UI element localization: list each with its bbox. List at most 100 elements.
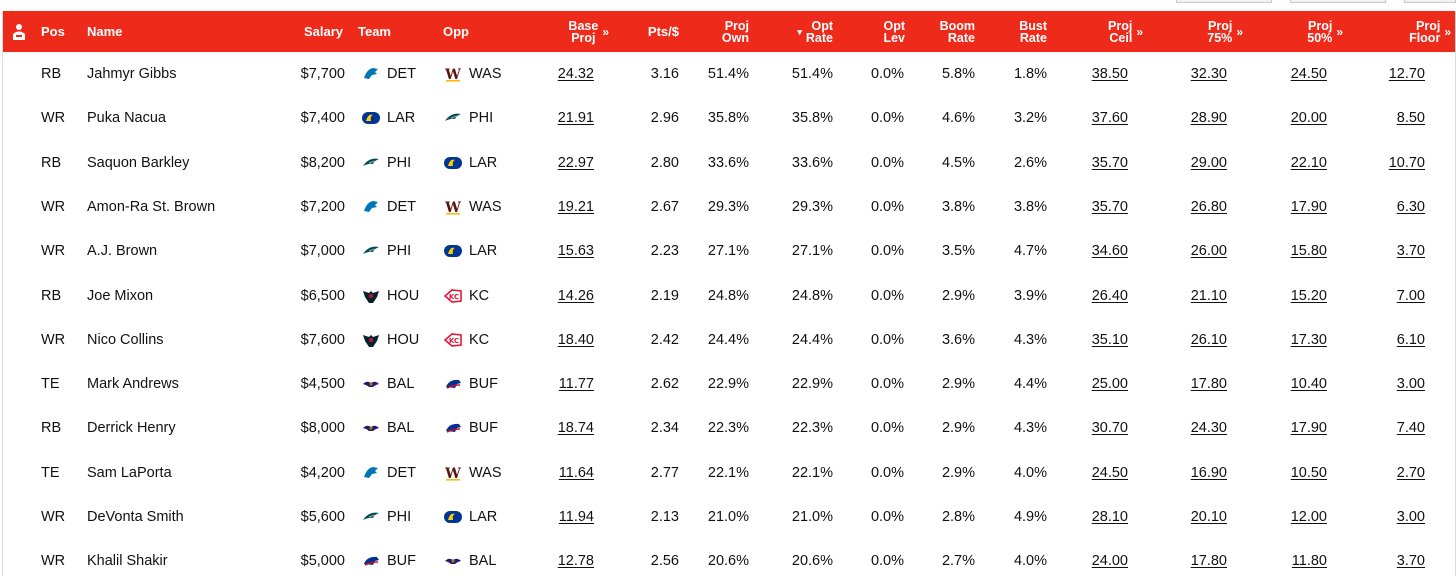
proj-50-link[interactable]: 10.50 (1263, 451, 1327, 495)
proj-floor-link[interactable]: 3.00 (1363, 495, 1425, 539)
proj-75-link-text[interactable]: 26.00 (1190, 243, 1227, 260)
table-row[interactable]: WR Nico Collins $7,600 HOU KC KC 18.40 2.42 24.4… (3, 318, 1455, 362)
table-row[interactable]: TE Mark Andrews $4,500 BAL BUF 11.77 2.62 22.9%… (3, 362, 1455, 406)
proj-75-link-text[interactable]: 26.10 (1190, 331, 1227, 348)
table-row[interactable]: WR A.J. Brown $7,000 PHI LAR 15.63 2.23 27.1% 27… (3, 229, 1455, 273)
expand-chevron-icon[interactable]: » (1336, 24, 1343, 39)
top-control-2[interactable] (1290, 0, 1386, 3)
proj-50-link-text[interactable]: 15.80 (1290, 243, 1327, 260)
base-proj-link[interactable]: 18.74 (533, 406, 594, 450)
proj-50-link[interactable]: 17.90 (1263, 406, 1327, 450)
proj-ceil-link-text[interactable]: 35.70 (1091, 154, 1128, 171)
col-header-proj-floor[interactable]: Proj Floor» (1373, 11, 1451, 52)
proj-50-link-text[interactable]: 12.00 (1290, 509, 1327, 525)
top-control-3[interactable] (1404, 0, 1456, 3)
base-proj-link-text[interactable]: 11.64 (558, 464, 594, 481)
proj-floor-link-text[interactable]: 3.00 (1396, 509, 1425, 525)
table-row[interactable]: TE Sam LaPorta $4,200 DET W WAS 11.64 2.77 22.1%… (3, 451, 1455, 495)
proj-ceil-link-text[interactable]: 35.10 (1091, 331, 1128, 348)
base-proj-link[interactable]: 11.64 (533, 451, 594, 495)
player-pin-icon[interactable] (11, 11, 29, 52)
proj-ceil-link[interactable]: 25.00 (1063, 362, 1128, 406)
proj-ceil-link[interactable]: 35.70 (1063, 141, 1128, 185)
proj-ceil-link[interactable]: 26.40 (1063, 274, 1128, 318)
base-proj-link-text[interactable]: 14.26 (557, 287, 594, 304)
col-header-proj-own[interactable]: Proj Own (693, 11, 749, 52)
proj-50-link[interactable]: 20.00 (1263, 96, 1327, 140)
proj-75-link-text[interactable]: 26.80 (1190, 198, 1227, 215)
proj-floor-link-text[interactable]: 3.70 (1396, 553, 1425, 570)
proj-75-link-text[interactable]: 21.10 (1190, 287, 1227, 304)
table-row[interactable]: WR Khalil Shakir $5,000 BUF BAL 12.78 2.56 20.6… (3, 539, 1455, 583)
proj-75-link-text[interactable]: 16.90 (1190, 464, 1227, 481)
base-proj-link[interactable]: 11.94 (533, 495, 594, 539)
proj-floor-link-text[interactable]: 7.40 (1396, 420, 1425, 437)
proj-75-link[interactable]: 20.10 (1163, 495, 1227, 539)
proj-ceil-link[interactable]: 24.00 (1063, 539, 1128, 583)
proj-75-link[interactable]: 17.80 (1163, 539, 1227, 583)
base-proj-link-text[interactable]: 19.21 (557, 198, 594, 215)
base-proj-link-text[interactable]: 15.63 (557, 243, 594, 260)
proj-75-link[interactable]: 17.80 (1163, 362, 1227, 406)
proj-50-link-text[interactable]: 24.50 (1290, 66, 1327, 82)
col-header-opp[interactable]: Opp (443, 11, 469, 52)
proj-50-link[interactable]: 22.10 (1263, 141, 1327, 185)
proj-75-link[interactable]: 28.90 (1163, 96, 1227, 140)
col-header-proj-ceil[interactable]: Proj Ceil» (1073, 11, 1143, 52)
proj-50-link-text[interactable]: 15.20 (1290, 287, 1327, 304)
proj-50-link-text[interactable]: 10.50 (1290, 464, 1327, 481)
table-row[interactable]: RB Saquon Barkley $8,200 PHI LAR 22.97 2.80 33.… (3, 141, 1455, 185)
proj-floor-link-text[interactable]: 2.70 (1396, 464, 1425, 481)
base-proj-link[interactable]: 12.78 (533, 539, 594, 583)
proj-ceil-link[interactable]: 28.10 (1063, 495, 1128, 539)
proj-75-link-text[interactable]: 28.90 (1190, 110, 1227, 127)
proj-ceil-link-text[interactable]: 25.00 (1091, 376, 1128, 393)
proj-floor-link[interactable]: 7.00 (1363, 274, 1425, 318)
col-header-proj-50[interactable]: Proj 50%» (1273, 11, 1343, 52)
proj-floor-link[interactable]: 7.40 (1363, 406, 1425, 450)
col-header-salary[interactable]: Salary (283, 11, 343, 52)
base-proj-link[interactable]: 14.26 (533, 274, 594, 318)
base-proj-link-text[interactable]: 18.74 (557, 420, 594, 437)
proj-75-link-text[interactable]: 32.30 (1190, 66, 1227, 82)
proj-ceil-link[interactable]: 37.60 (1063, 96, 1128, 140)
expand-chevron-icon[interactable]: » (602, 24, 609, 39)
proj-floor-link[interactable]: 8.50 (1363, 96, 1425, 140)
proj-ceil-link[interactable]: 35.70 (1063, 185, 1128, 229)
proj-75-link[interactable]: 29.00 (1163, 141, 1227, 185)
proj-floor-link[interactable]: 2.70 (1363, 451, 1425, 495)
table-row[interactable]: RB Joe Mixon $6,500 HOU KC KC 14.26 2.19 24.8% 24… (3, 274, 1455, 318)
proj-ceil-link-text[interactable]: 24.50 (1091, 464, 1128, 481)
col-header-team[interactable]: Team (358, 11, 391, 52)
base-proj-link[interactable]: 24.32 (533, 52, 594, 96)
expand-chevron-icon[interactable]: » (1136, 24, 1143, 39)
proj-75-link-text[interactable]: 20.10 (1190, 509, 1227, 525)
proj-50-link-text[interactable]: 17.90 (1290, 198, 1327, 215)
proj-75-link[interactable]: 24.30 (1163, 406, 1227, 450)
proj-floor-link[interactable]: 6.10 (1363, 318, 1425, 362)
proj-50-link-text[interactable]: 20.00 (1290, 110, 1327, 127)
proj-ceil-link[interactable]: 24.50 (1063, 451, 1128, 495)
col-header-proj-75[interactable]: Proj 75%» (1173, 11, 1243, 52)
proj-ceil-link-text[interactable]: 37.60 (1091, 110, 1128, 127)
proj-ceil-link-text[interactable]: 35.70 (1091, 198, 1128, 215)
proj-50-link[interactable]: 15.80 (1263, 229, 1327, 273)
proj-floor-link[interactable]: 12.70 (1363, 52, 1425, 96)
proj-floor-link-text[interactable]: 10.70 (1388, 154, 1425, 171)
proj-ceil-link[interactable]: 30.70 (1063, 406, 1128, 450)
col-header-base-proj[interactable]: Base Proj » (533, 11, 609, 52)
proj-50-link[interactable]: 15.20 (1263, 274, 1327, 318)
table-row[interactable]: RB Derrick Henry $8,000 BAL BUF 18.74 2.34 22.3… (3, 406, 1455, 450)
proj-75-link[interactable]: 26.80 (1163, 185, 1227, 229)
proj-50-link-text[interactable]: 17.30 (1290, 331, 1327, 348)
proj-ceil-link-text[interactable]: 24.00 (1091, 553, 1128, 570)
proj-75-link-text[interactable]: 29.00 (1190, 154, 1227, 171)
proj-ceil-link[interactable]: 34.60 (1063, 229, 1128, 273)
proj-floor-link-text[interactable]: 6.10 (1396, 331, 1425, 348)
proj-50-link[interactable]: 24.50 (1263, 52, 1327, 96)
proj-50-link[interactable]: 17.90 (1263, 185, 1327, 229)
proj-ceil-link-text[interactable]: 28.10 (1091, 509, 1128, 525)
base-proj-link-text[interactable]: 21.91 (557, 110, 594, 127)
top-control-1[interactable] (1176, 0, 1272, 3)
proj-75-link[interactable]: 32.30 (1163, 52, 1227, 96)
